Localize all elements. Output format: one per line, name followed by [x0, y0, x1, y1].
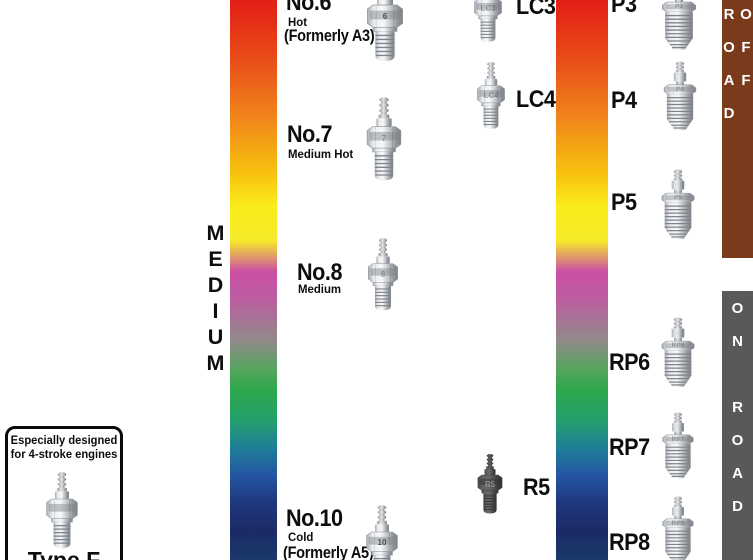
plug-image-no6: 6 — [361, 0, 409, 69]
off-road-bar: OFF ROAD — [720, 0, 753, 258]
plug-image-no8: 8 — [362, 237, 404, 317]
label-p5: P5 — [611, 189, 637, 216]
note-no10: (Formerly A5) — [283, 544, 374, 560]
medium-scale-text: MEDIUM — [203, 221, 228, 377]
plug-image-rp7: RP7 — [656, 412, 700, 485]
label-no7: No.7 — [287, 121, 333, 148]
heat-range-bar-left — [230, 0, 277, 560]
label-lc3: LC3 — [516, 0, 556, 20]
on-road-label: ON ROAD — [729, 300, 746, 531]
four-stroke-line1: Especially designed — [10, 435, 118, 447]
on-road-bar: ON ROAD — [722, 291, 753, 560]
plug-image-rp6: RP6 — [656, 317, 700, 394]
plug-image-no10: 10 — [360, 504, 404, 560]
label-p4: P4 — [611, 87, 637, 114]
label-no10: No.10 — [286, 505, 343, 532]
note-no6: (Formerly A3) — [284, 27, 375, 45]
heat-no6: Hot — [288, 15, 307, 29]
label-no8: No.8 — [297, 259, 343, 286]
plug-image-r5: R5 — [470, 453, 510, 519]
label-lc4: LC4 — [516, 86, 556, 113]
plug-image-p4: P4 — [658, 61, 702, 137]
off-road-label: OFF ROAD — [720, 6, 753, 138]
label-rp6: RP6 — [609, 349, 650, 376]
plug-image-lc4: LC4 — [471, 61, 511, 135]
label-rp8: RP8 — [609, 529, 650, 556]
plug-image-no7: 7 — [361, 96, 407, 188]
heat-no7: Medium Hot — [288, 147, 354, 161]
heat-no8: Medium — [298, 282, 342, 296]
heat-no10: Cold — [288, 530, 314, 544]
plug-image-rp8: RP8 — [656, 496, 700, 560]
four-stroke-description: Especially designed for 4-stroke engines — [10, 434, 119, 462]
plug-image-type-f — [40, 471, 84, 555]
four-stroke-line2: for 4-stroke engines — [10, 449, 118, 461]
four-stroke-box: Especially designed for 4-stroke engines… — [5, 426, 123, 560]
medium-scale-label: MEDIUM — [200, 221, 230, 381]
heat-range-bar-right — [556, 0, 608, 560]
plug-image-p5: P5 — [656, 169, 700, 246]
label-no6: No.6 — [286, 0, 332, 16]
type-f-label: Type F — [27, 547, 101, 560]
label-rp7: RP7 — [609, 434, 650, 461]
label-p3: P3 — [611, 0, 637, 18]
plug-image-p3: P3 — [657, 0, 701, 57]
plug-image-lc3: LC3 — [468, 0, 508, 48]
label-r5: R5 — [523, 474, 550, 501]
